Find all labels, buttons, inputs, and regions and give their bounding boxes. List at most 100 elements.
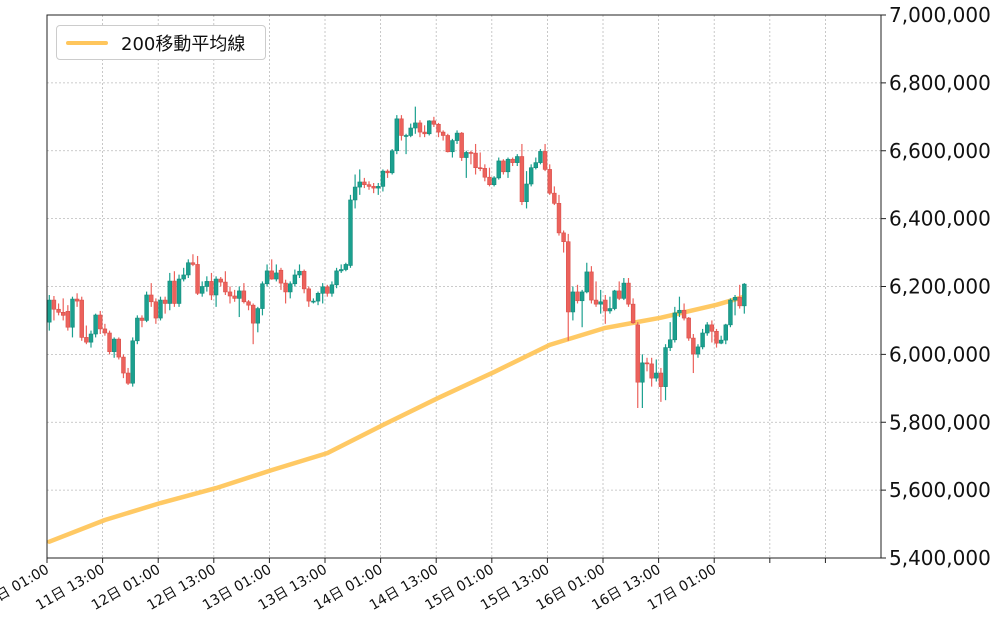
candle-body [566, 241, 571, 313]
candle-body [436, 123, 441, 133]
candle-body [417, 122, 423, 133]
candle-body [644, 362, 650, 365]
candle-body [459, 132, 464, 158]
candle-down [649, 357, 654, 387]
candle-up [528, 164, 534, 187]
candle-down [306, 286, 311, 307]
candle-up [570, 286, 576, 321]
candle-down [301, 269, 307, 294]
candle-body [153, 301, 159, 319]
candle-body [589, 271, 594, 301]
candle-down [737, 284, 742, 309]
candle-up [158, 296, 163, 321]
candle-body [621, 282, 627, 299]
candle-down [468, 150, 474, 165]
candle-down [371, 182, 376, 194]
candle-down [658, 367, 664, 402]
grid-lines [46, 14, 881, 559]
candle-down [362, 177, 367, 189]
candle-down [681, 303, 687, 321]
candle-body [218, 278, 223, 283]
legend-ma-swatch [66, 40, 108, 45]
candle-body [190, 262, 196, 265]
candle-body [603, 299, 608, 312]
candle-body [376, 186, 381, 189]
candle-down [107, 330, 112, 355]
candle-body [237, 290, 242, 299]
candle-up [598, 289, 603, 314]
candle-up [264, 264, 270, 287]
candle-body [209, 281, 214, 296]
candle-up [700, 328, 705, 350]
candle-body [98, 314, 103, 330]
candle-down [709, 320, 715, 343]
candle-body [371, 186, 376, 189]
candle-body [561, 232, 566, 243]
candle-body [366, 184, 372, 187]
candle-body [116, 338, 122, 358]
candle-down [630, 298, 636, 324]
candle-body [695, 346, 701, 355]
candle-down [102, 323, 108, 336]
candle-down [74, 293, 80, 307]
candle-body [274, 272, 279, 280]
candle-body [718, 339, 724, 344]
candle-down [84, 325, 89, 345]
candle-body [464, 152, 469, 158]
candle-body [691, 337, 696, 355]
candle-body [663, 347, 668, 387]
candle-down [422, 125, 427, 138]
candle-down [61, 298, 66, 321]
candle-up [93, 313, 98, 338]
candle-body [515, 156, 520, 163]
moving-average-layer [47, 294, 747, 544]
candle-down [218, 276, 223, 287]
candle-down [547, 164, 552, 195]
candle-down [487, 167, 492, 187]
candle-body [658, 372, 664, 387]
candle-body [408, 127, 413, 136]
candle-down [246, 300, 251, 311]
candle-up [88, 330, 94, 348]
candle-body [315, 292, 321, 302]
candle-body [450, 140, 455, 153]
candle-body [65, 310, 71, 328]
candle-body [264, 270, 270, 285]
candle-down [209, 272, 214, 301]
candle-body [403, 135, 409, 137]
candle-down [575, 284, 580, 304]
candle-down [501, 159, 506, 175]
candle-body [728, 299, 733, 326]
candle-down [278, 267, 284, 290]
candle-down [139, 315, 145, 328]
candle-body [501, 160, 506, 173]
candle-up [584, 262, 589, 294]
candle-down [482, 164, 488, 182]
candle-up [403, 133, 409, 155]
candle-body [686, 317, 691, 339]
candle-up [380, 169, 386, 192]
candle-body [528, 167, 534, 185]
candle-body [79, 299, 84, 338]
candle-up [450, 138, 455, 158]
candle-body [519, 156, 525, 202]
candle-up [667, 322, 673, 351]
candle-up [723, 323, 728, 345]
candle-body [246, 301, 251, 306]
candle-body [607, 308, 613, 312]
candle-down [172, 271, 177, 307]
candle-body [575, 291, 580, 302]
y-tick-label: 6,200,000 [889, 275, 991, 299]
candle-down [56, 303, 61, 316]
candle-up [255, 306, 261, 333]
candle-down [431, 116, 437, 127]
candle-body [176, 278, 182, 304]
candle-body [149, 294, 154, 303]
candle-body [440, 131, 446, 136]
candle-body [394, 118, 400, 152]
candle-body [445, 135, 450, 153]
candle-up [672, 306, 678, 343]
candle-up [297, 264, 302, 279]
candle-body [681, 309, 687, 319]
